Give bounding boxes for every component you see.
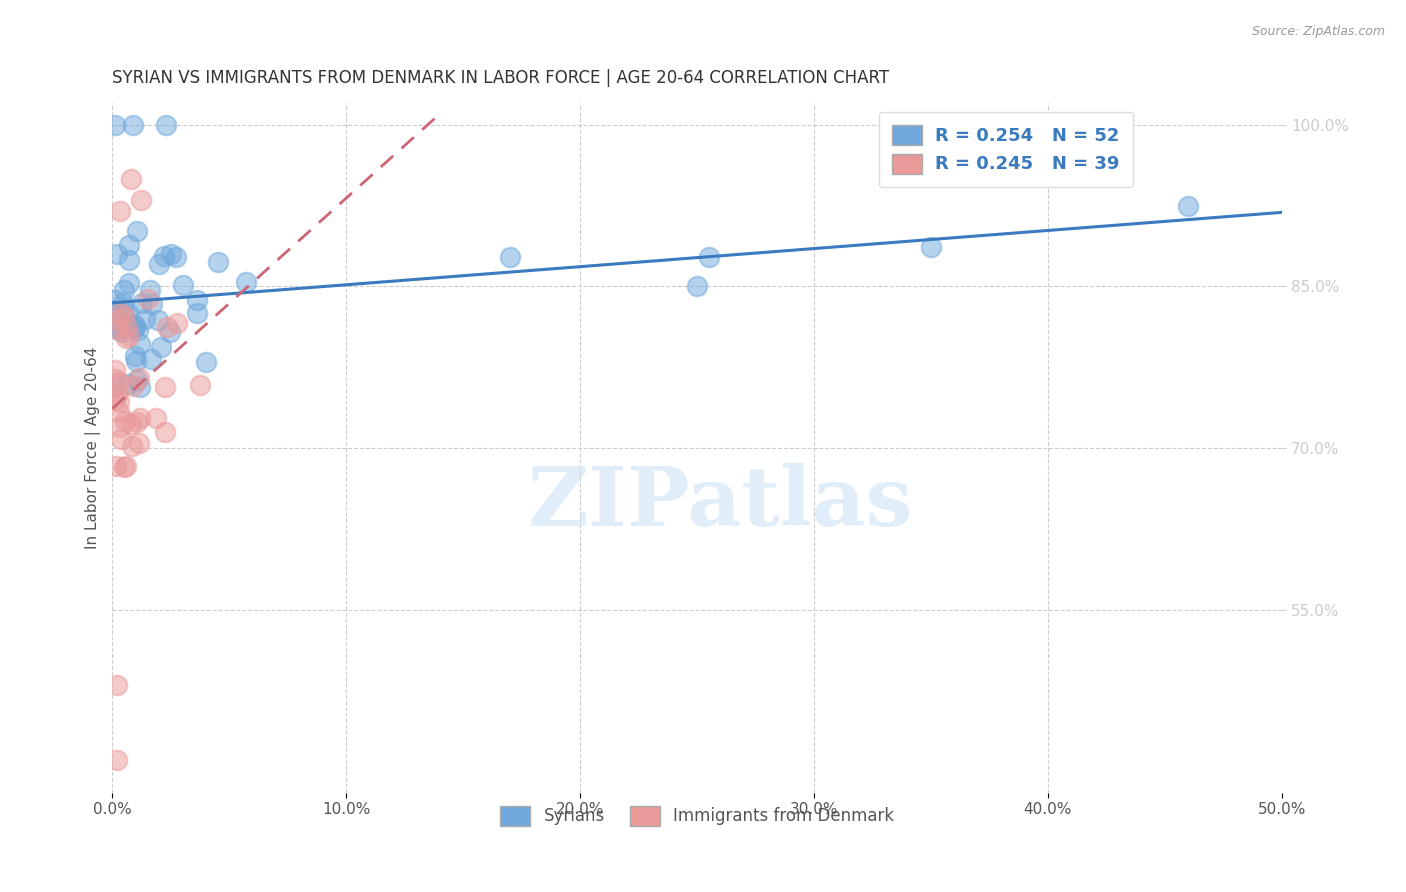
Point [1177,199,1199,213]
Point [115,331,138,345]
Point [152,249,174,263]
Point [195,355,218,369]
Point [112,283,135,297]
Point [125,373,148,387]
Point [104,118,127,132]
Point [105,322,128,336]
Point [120,417,142,432]
Point [131,295,153,310]
Point [188,378,211,392]
Text: Source: ZipAtlas.com: Source: ZipAtlas.com [1251,25,1385,38]
Point [129,411,152,425]
Point [165,250,187,264]
Point [118,253,141,268]
Y-axis label: In Labor Force | Age 20-64: In Labor Force | Age 20-64 [86,347,101,549]
Point [107,247,129,261]
Point [160,247,183,261]
Point [128,435,150,450]
Point [115,459,138,474]
Point [104,459,127,474]
Point [207,254,229,268]
Point [139,283,162,297]
Point [141,352,163,367]
Point [104,363,127,377]
Point [112,296,135,310]
Point [110,325,132,339]
Point [110,432,132,446]
Legend: Syrians, Immigrants from Denmark: Syrians, Immigrants from Denmark [494,799,901,832]
Point [124,319,146,334]
Point [235,275,257,289]
Point [145,411,167,425]
Point [155,425,177,439]
Point [129,380,152,394]
Point [124,349,146,363]
Point [121,118,143,132]
Point [110,322,132,336]
Point [112,309,135,323]
Point [114,414,136,428]
Point [117,276,139,290]
Point [108,420,131,434]
Point [104,379,127,393]
Point [141,297,163,311]
Point [112,307,135,321]
Point [112,460,135,475]
Point [146,313,169,327]
Point [125,224,148,238]
Point [134,311,156,326]
Point [114,318,136,333]
Point [128,337,150,351]
Point [107,385,129,400]
Point [172,278,194,293]
Text: SYRIAN VS IMMIGRANTS FROM DENMARK IN LABOR FORCE | AGE 20-64 CORRELATION CHART: SYRIAN VS IMMIGRANTS FROM DENMARK IN LAB… [112,69,890,87]
Point [115,319,138,334]
Point [125,415,148,429]
Point [186,293,208,307]
Point [128,371,150,385]
Point [121,439,143,453]
Point [117,306,139,320]
Point [105,678,128,692]
Point [104,372,127,386]
Point [108,376,131,390]
Point [150,340,173,354]
Point [110,316,132,330]
Point [104,393,127,408]
Point [153,380,176,394]
Point [105,753,128,767]
Point [127,323,149,337]
Point [118,237,141,252]
Point [122,317,145,331]
Text: ZIPatlas: ZIPatlas [527,463,914,543]
Point [499,250,522,264]
Point [122,379,145,393]
Point [155,118,177,132]
Point [136,292,159,306]
Point [108,306,131,320]
Point [110,204,132,219]
Point [166,316,188,330]
Point [107,312,129,326]
Point [125,353,148,368]
Point [108,395,131,409]
Point [122,321,145,335]
Point [186,306,208,320]
Point [686,279,709,293]
Point [108,404,131,418]
Point [159,325,181,339]
Point [104,293,127,307]
Point [104,302,127,317]
Point [129,194,152,208]
Point [156,320,179,334]
Point [120,171,142,186]
Point [148,258,170,272]
Point [118,329,141,343]
Point [117,377,139,392]
Point [697,251,720,265]
Point [920,240,942,254]
